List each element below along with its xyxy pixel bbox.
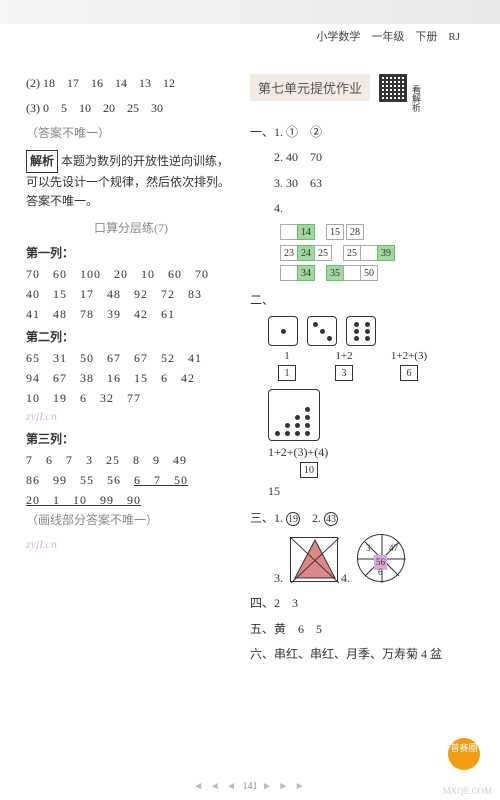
explanation: 解析 本题为数列的开放性逆向训练，可以先设计一个规律，然后依次排列。答案不唯一。: [26, 150, 236, 212]
q4-a: 3: [366, 541, 371, 555]
watermark: zyjl.cn: [26, 409, 236, 424]
corner-watermark: MXQE.COM: [443, 786, 492, 796]
col1-row: 70 60 100 20 10 60 70: [26, 265, 236, 282]
watermark: zyjl.cn: [26, 537, 236, 552]
grid-cell: 25: [343, 245, 361, 261]
circled-num: 19: [286, 512, 300, 526]
col1-row: 41 48 78 39 42 61: [26, 305, 236, 322]
section-2: 二、 1 1+2 1+2+(3) 1: [250, 291, 470, 499]
section-1: 一、1. ① ② 2. 40 70 3. 30 63 4. 14 15 28 2…: [250, 123, 470, 281]
dice-expr-row: 1 1+2 1+2+(3): [250, 348, 470, 363]
grid-cell: [343, 265, 361, 281]
boxed-ans: 10: [300, 462, 318, 478]
q4-d: 6: [378, 565, 383, 579]
col3-row-under: 86 99 55 56 6 7 50: [26, 471, 236, 488]
expr: 1: [260, 350, 314, 362]
grid-cell: 35: [326, 265, 344, 281]
underline-note: （画线部分答案不唯一）: [26, 511, 236, 530]
answers-vary-note: （答案不唯一）: [26, 124, 236, 143]
circle-divided: 3 47 56 6: [357, 534, 405, 582]
unit-title: 第七单元提优作业: [250, 74, 370, 101]
col2-label: 第二列：: [26, 328, 236, 345]
see-analysis-label: 看解析: [410, 85, 423, 113]
extra-15: 15: [250, 484, 470, 499]
left-column: (2) 18 17 16 14 13 12 (3) 0 5 10 20 25 3…: [26, 74, 236, 670]
col3-row-under2: 20 1 10 99 90: [26, 491, 236, 508]
dice-ans-row: 1 3 6: [250, 365, 470, 381]
grid-cell: 23: [280, 245, 298, 261]
seq-row-3: (3) 0 5 10 20 25 30: [26, 99, 236, 118]
col2-row: 10 19 6 32 77: [26, 389, 236, 406]
s1-2: 2. 40 70: [250, 148, 470, 167]
page-number: 141: [193, 781, 306, 792]
dice-6: [346, 316, 376, 346]
unit-header: 第七单元提优作业 看解析: [250, 74, 470, 113]
header-bar: [0, 0, 500, 24]
dice-row: [250, 316, 470, 346]
grid-cell: [280, 265, 298, 281]
col1-row: 40 15 17 48 92 72 83: [26, 285, 236, 302]
circled-num: 43: [324, 512, 338, 526]
grid-cell: 15: [326, 224, 344, 240]
stair-dice-row: [250, 389, 470, 441]
s3-4-label: 4.: [341, 571, 350, 585]
seq-row-2: (2) 18 17 16 14 13 12: [26, 74, 236, 93]
grid-cell: [280, 224, 298, 240]
dice-3: [307, 316, 337, 346]
section-3: 三、1. 19 2. 43 3. 4.: [250, 509, 470, 588]
col3-plain: 86 99 55 56: [26, 473, 134, 487]
s2-label: 二、: [250, 291, 470, 310]
s1-1: 一、1. ① ②: [250, 123, 470, 142]
section-4: 四、2 3: [250, 594, 470, 613]
expr: 1+2: [317, 350, 371, 362]
stair-dice: [268, 389, 320, 441]
brand-badge: 普赛圈: [448, 738, 480, 770]
square-with-triangle: [290, 537, 338, 582]
boxed-ans: 3: [335, 365, 353, 381]
section-5: 五、黄 6 5: [250, 620, 470, 639]
content: (2) 18 17 16 14 13 12 (3) 0 5 10 20 25 3…: [0, 24, 500, 670]
grid-cell: 28: [346, 224, 364, 240]
grid-cell: 39: [377, 245, 395, 261]
practice-subheading: 口算分层练(7): [26, 219, 236, 238]
boxed-ans: 1: [278, 365, 296, 381]
header-subject: 小学数学 一年级 下册 RJ: [316, 28, 460, 44]
col3-row: 7 6 7 3 25 8 9 49: [26, 451, 236, 468]
explain-label: 解析: [26, 150, 58, 173]
grid-row: 14 15 28: [280, 224, 470, 240]
section-6: 六、串红、串红、月季、万寿菊 4 盆: [250, 645, 470, 664]
right-column: 第七单元提优作业 看解析 一、1. ① ② 2. 40 70 3. 30 63 …: [250, 74, 470, 670]
col2-row: 65 31 50 67 67 52 41: [26, 349, 236, 366]
grid-cell: 14: [297, 224, 315, 240]
grid-row: 232425 2539: [280, 244, 470, 260]
s1-3: 3. 30 63: [250, 174, 470, 193]
stair-expr: 1+2+(3)+(4): [250, 445, 470, 460]
expr: 1+2+(3): [374, 350, 444, 362]
col3-underlined: 6 7 50: [134, 473, 188, 487]
s3-shapes: 3. 4. 3 47: [250, 534, 470, 588]
grid-row: 34 35 50: [280, 265, 470, 281]
qr-box: 看解析: [379, 74, 423, 113]
s1-4: 4.: [250, 199, 470, 218]
q4-b: 47: [389, 541, 398, 555]
qr-icon: [379, 74, 407, 102]
col1-label: 第一列：: [26, 244, 236, 261]
dice-1: [268, 316, 298, 346]
grid-cell: 25: [314, 245, 332, 261]
grid-cell: 34: [297, 265, 315, 281]
col2-row: 94 67 38 16 15 6 42: [26, 369, 236, 386]
grid-cell: 24: [297, 245, 315, 261]
col3-label: 第三列：: [26, 430, 236, 447]
footer: 141: [0, 781, 500, 792]
grid-cell: 50: [360, 265, 378, 281]
s3-line1: 三、1. 19 2. 43: [250, 509, 470, 528]
boxed-ans: 6: [400, 365, 418, 381]
grid-cell: [360, 245, 378, 261]
s3-3-label: 3.: [274, 571, 283, 585]
